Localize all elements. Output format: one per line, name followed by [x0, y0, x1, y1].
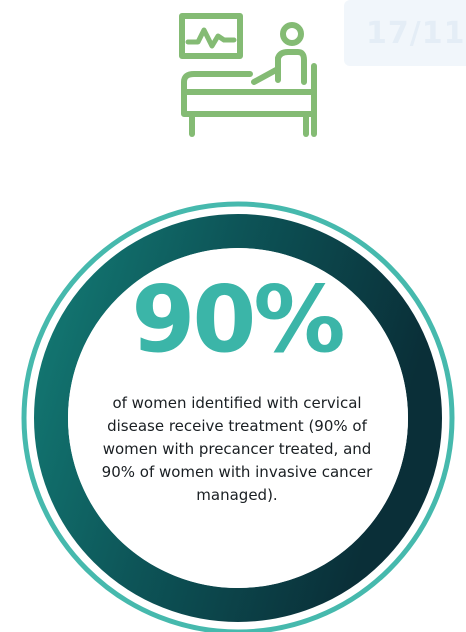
person-head-icon [280, 22, 304, 46]
page-counter-text: 17/11 [366, 15, 466, 51]
monitor-icon [179, 13, 243, 59]
ring-center [68, 248, 408, 588]
bed-frame-icon [181, 89, 317, 117]
inner-ring [34, 214, 442, 622]
page-counter-badge: 17/11 [344, 0, 466, 66]
stat-value: 90% [131, 266, 345, 373]
stat-content: 90% of women identified with cervical di… [84, 270, 390, 570]
patient-bed-monitor-icon [176, 10, 332, 145]
stat-description: of women identified with cervical diseas… [101, 394, 373, 504]
outer-ring [21, 201, 455, 632]
